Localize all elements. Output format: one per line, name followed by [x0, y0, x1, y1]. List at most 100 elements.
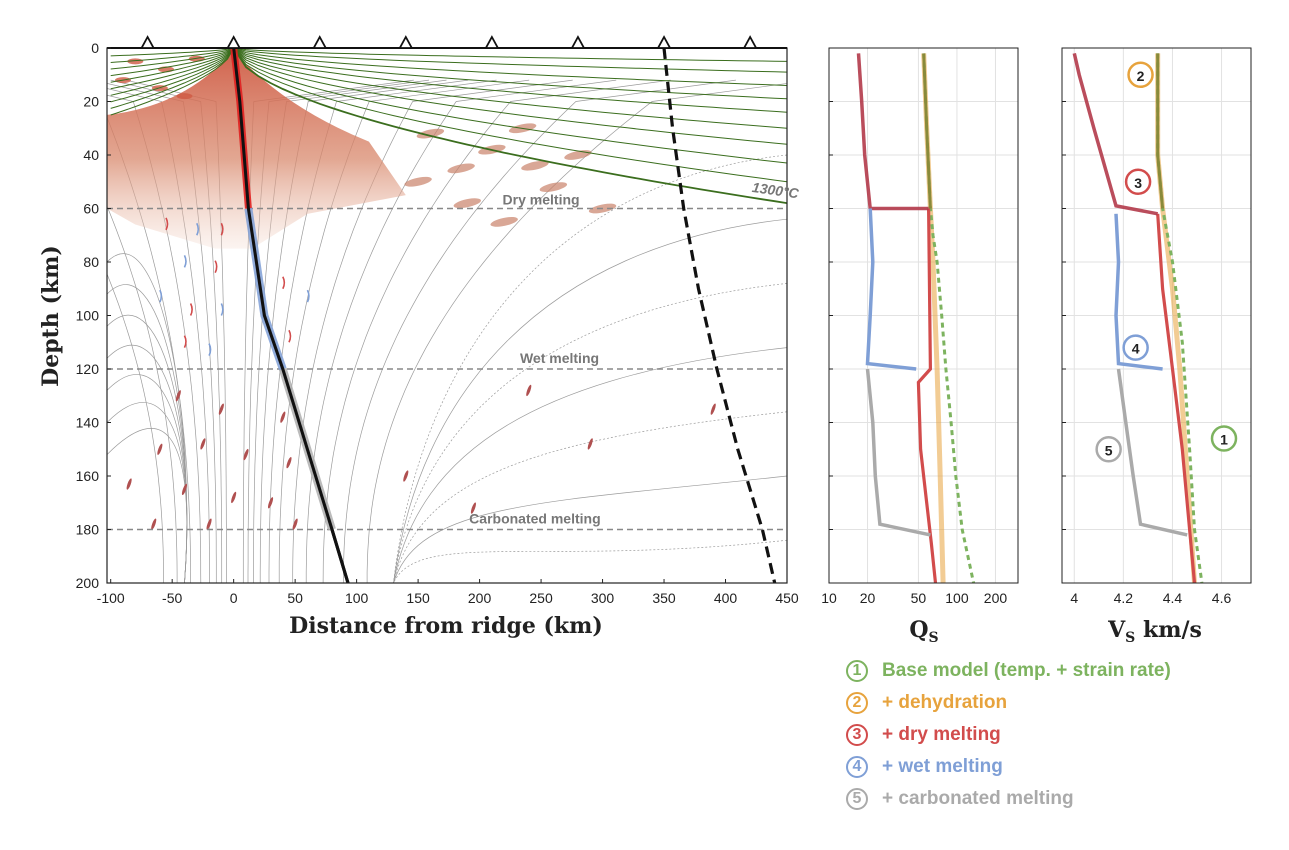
y-tick-label: 180 [76, 522, 100, 538]
legend-number-badge: 5 [846, 788, 868, 810]
x-tick-label: 4.2 [1114, 590, 1134, 606]
melt-mark [710, 403, 716, 415]
melt-patch [176, 93, 193, 100]
legend-item-wet-melting: 4 + wet melting [846, 751, 1171, 783]
ridge-trajectory-line [232, 48, 350, 583]
streamline [393, 475, 787, 583]
y-axis-label: Depth (km) [38, 245, 64, 387]
melt-mark [268, 497, 274, 509]
vs-curve-labels: 2 3 4 5 1 [1095, 61, 1238, 463]
base-surface-curve [1156, 53, 1165, 209]
isotherm [110, 48, 235, 103]
x-tick-label: 200 [468, 590, 492, 606]
melt-mark [243, 448, 249, 461]
streamline [393, 411, 787, 583]
combined-melt-curve [1156, 213, 1197, 583]
dry-melt-curve [1072, 53, 1159, 216]
melt-patch [416, 128, 445, 139]
station-triangle-icon [484, 35, 500, 49]
carbonated-melting-label: Carbonated melting [469, 511, 600, 527]
melt-patch [521, 160, 549, 171]
dehydration-curve [1155, 53, 1197, 583]
isotherm [110, 48, 234, 63]
isotherm [232, 48, 787, 204]
melt-patch [447, 163, 475, 174]
melt-mark [288, 329, 292, 343]
legend: 1 Base model (temp. + strain rate) 2 + d… [846, 655, 1171, 815]
isotherm-1300-label: 1300°C [751, 179, 801, 201]
x-tick-label: 4.6 [1212, 590, 1232, 606]
curve-label-badge [1124, 168, 1152, 195]
melt-mark [175, 390, 181, 402]
isotherm [110, 48, 234, 70]
y-tick-label: 120 [76, 361, 100, 377]
melt-fill [107, 50, 406, 249]
melt-mark [292, 518, 298, 530]
dry-melt-curve [856, 53, 929, 211]
x-tick-label: 100 [945, 590, 969, 606]
melt-patch [490, 216, 518, 227]
station-triangle-icon [312, 35, 328, 49]
curve-label-number: 4 [1132, 341, 1140, 357]
trajectory-lines [230, 48, 777, 583]
station-triangle-icon [226, 35, 242, 49]
melt-mark [214, 260, 218, 274]
x-tick-label: 450 [775, 590, 799, 606]
x-tick-label: 10 [821, 590, 837, 606]
station-triangle-icon [570, 35, 586, 49]
x-tick-label: 400 [714, 590, 738, 606]
station-triangle-icon [140, 35, 156, 49]
melt-region [107, 50, 617, 249]
x-tick-label: 150 [406, 590, 430, 606]
melt-mark [159, 289, 163, 303]
melt-mark [286, 456, 292, 469]
y-tick-label: 60 [83, 201, 99, 217]
melt-mark [181, 483, 188, 496]
station-triangle-icon [742, 35, 758, 49]
legend-number-badge: 3 [846, 724, 868, 746]
x-tick-label: 250 [529, 590, 553, 606]
x-tick-label: 100 [345, 590, 369, 606]
melt-mark [200, 438, 206, 450]
carbonated-melt-curve [1116, 368, 1188, 537]
x-tick-label: 350 [652, 590, 676, 606]
x-tick-label: 20 [860, 590, 876, 606]
x-tick-label: 200 [984, 590, 1008, 606]
streamline [393, 218, 787, 583]
streamline [107, 205, 178, 583]
y-tick-label: 40 [83, 147, 99, 163]
melt-mark [165, 217, 169, 231]
legend-label: + carbonated melting [882, 788, 1074, 809]
isotherm [233, 48, 787, 62]
isotherm [233, 48, 787, 129]
wet-melting-label: Wet melting [520, 350, 599, 366]
isotherm [110, 48, 235, 96]
isotherm [110, 48, 235, 109]
melt-patch [539, 182, 568, 192]
dry-melting-label: Dry melting [503, 192, 580, 208]
melt-mark [151, 518, 157, 530]
y-tick-label: 80 [83, 254, 99, 270]
base-surface-curve [922, 53, 932, 209]
legend-item-base: 1 Base model (temp. + strain rate) [846, 655, 1171, 687]
streamline [107, 273, 164, 583]
melt-mark [126, 478, 132, 490]
legend-label: + dry melting [882, 724, 1001, 745]
melt-mark [280, 411, 286, 423]
legend-item-dehydration: 2 + dehydration [846, 687, 1171, 719]
melt-marks [126, 217, 716, 530]
cross-section-panel: -100 -50 0 50 100 150 200 250 300 350 400 450 0 20 40… [38, 35, 801, 639]
curve-label-number: 3 [1134, 175, 1142, 191]
wet-melt-curve [865, 208, 917, 371]
vs-axis-label: VS km/s [1107, 617, 1202, 646]
isotherm [233, 48, 787, 86]
y-tick-label: 20 [83, 94, 99, 110]
isotherm [233, 48, 787, 183]
legend-label: + wet melting [882, 756, 1003, 777]
melt-patch [404, 176, 432, 187]
qs-grid [828, 47, 1018, 584]
melt-mark [220, 222, 224, 236]
streamline [107, 253, 188, 583]
isotherm [233, 48, 787, 164]
y-tick-labels: 0 20 40 60 80 100 120 140 160 180 200 [76, 40, 111, 591]
